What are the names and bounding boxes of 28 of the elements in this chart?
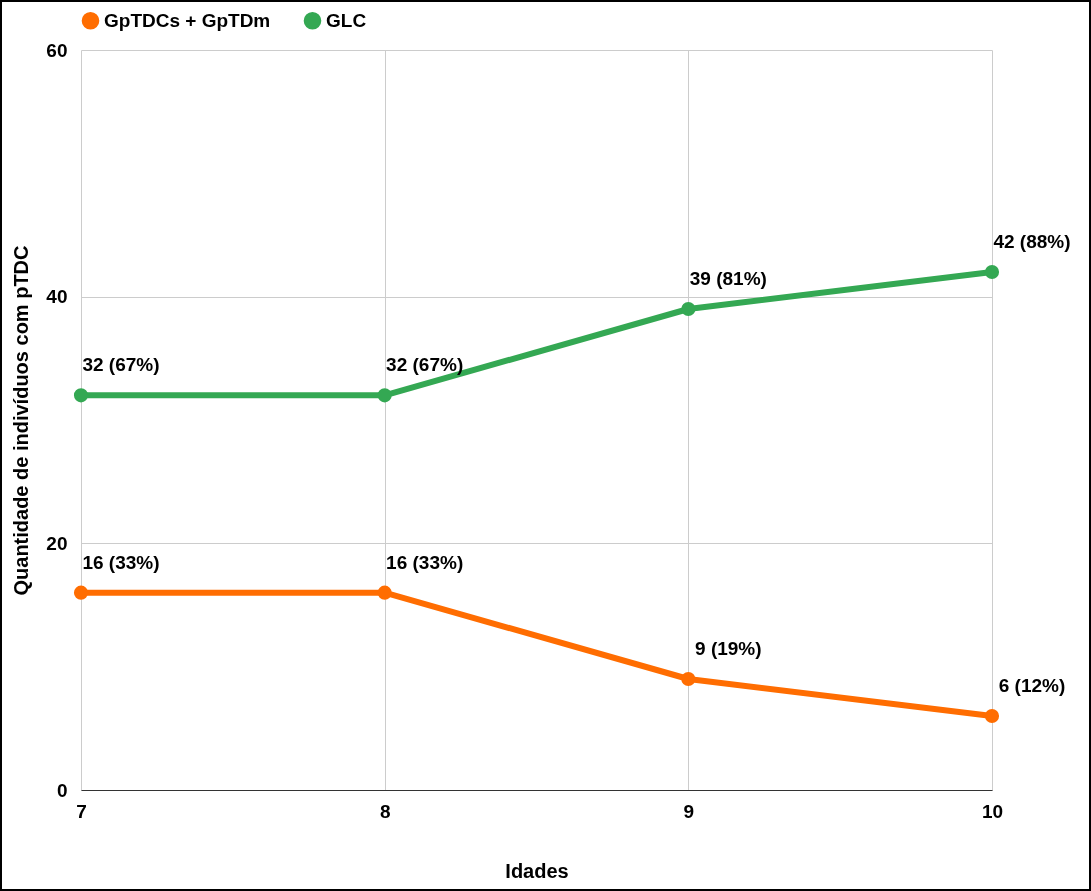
legend-label: GLC [326,9,367,31]
y-tick-label: 20 [46,532,68,554]
data-label: 16 (33%) [386,551,464,573]
data-label: 6 (12%) [998,675,1066,696]
x-tick-label: 9 [683,800,695,822]
y-tick-label: 60 [46,39,68,61]
y-tick-label: 40 [46,286,68,308]
point [681,671,696,687]
x-tick-label: 8 [379,800,391,822]
data-label: 32 (67%) [82,354,160,376]
data-label: 32 (67%) [386,354,464,376]
y-axis-title: Quantidade de indivíduos com pTDC [10,245,33,596]
y-tick-label: 0 [56,779,68,801]
point [984,264,1000,280]
data-label: 39 (81%) [689,268,767,289]
data-label: 16 (33%) [82,551,160,573]
point [681,301,696,317]
x-tick-label: 10 [981,800,1004,822]
point [377,388,392,403]
point [73,585,89,600]
point [73,388,89,403]
point [984,708,1000,724]
data-label: 9 (19%) [695,638,762,659]
legend-label: GpTDCs + GpTDm [104,9,271,31]
x-tick-label: 7 [76,800,87,822]
data-label: 42 (88%) [993,231,1071,252]
point [377,585,392,600]
x-axis-title: Idades [505,859,569,882]
